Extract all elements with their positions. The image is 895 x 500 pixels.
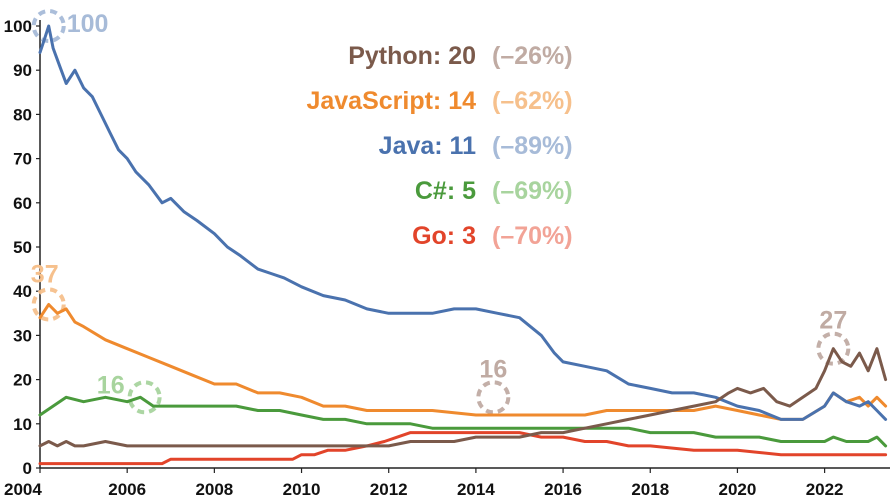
- legend-change-javascript: (–62%): [492, 87, 573, 115]
- series-lines: [38, 24, 888, 466]
- y-tick-label: 80: [13, 105, 32, 124]
- callout-label-python-3: 16: [479, 355, 507, 383]
- y-tick-label: 40: [13, 282, 32, 301]
- y-tick-label: 70: [13, 150, 32, 169]
- callout-circle-javascript-1: [31, 287, 66, 322]
- x-tick-label: 2020: [719, 480, 757, 499]
- callout-label-java-0: 100: [67, 10, 109, 38]
- callout-circle-python-3: [476, 380, 511, 415]
- x-tick-label: 2006: [108, 480, 146, 499]
- legend-label-csharp: C#: 5: [415, 177, 476, 205]
- y-tick-label: 0: [23, 459, 32, 478]
- x-tick-label: 2010: [283, 480, 321, 499]
- x-tick-label: 2008: [195, 480, 233, 499]
- legend-change-python: (–26%): [492, 42, 573, 70]
- series-line-go: [38, 431, 888, 466]
- axes: 0 10 20 30 40 50 60 70 80 90 100 2004 2006 2008 2010 20…: [4, 17, 890, 499]
- legend-change-csharp: (–69%): [492, 177, 573, 205]
- legend-label-javascript: JavaScript: 14: [306, 87, 476, 115]
- callout-label-python-4: 27: [819, 307, 847, 335]
- callout-circle-java-0: [31, 9, 66, 43]
- callout-circles: [31, 9, 851, 415]
- x-tick-label: 2018: [631, 480, 669, 499]
- series-line-java: [38, 24, 888, 421]
- x-tick-label: 2012: [370, 480, 408, 499]
- x-tick-label: 2016: [544, 480, 582, 499]
- legend-label-go: Go: 3: [412, 222, 476, 250]
- x-tick-label: 2014: [457, 480, 495, 499]
- callout-label-csharp-2: 16: [97, 371, 125, 399]
- series-line-javascript: [38, 303, 888, 421]
- callout-circle-csharp-2: [127, 380, 162, 415]
- legend-change-java: (–89%): [492, 132, 573, 160]
- legend: Python: 20 (–26%) JavaScript: 14 (–62%) Java…: [306, 42, 572, 250]
- y-tick-label: 100: [4, 17, 32, 36]
- y-tick-label: 50: [13, 238, 32, 257]
- legend-label-java: Java: 11: [379, 132, 476, 160]
- x-tick-label: 2004: [4, 480, 42, 499]
- legend-label-python: Python: 20: [348, 42, 476, 70]
- callout-circle-python-4: [816, 331, 851, 366]
- y-tick-label: 60: [13, 194, 32, 213]
- y-tick-label: 10: [13, 415, 32, 434]
- y-tick-label: 30: [13, 326, 32, 345]
- callout-labels: 100 37 16 16 27: [31, 10, 847, 399]
- legend-change-go: (–70%): [492, 222, 573, 250]
- x-tick-label: 2022: [806, 480, 844, 499]
- y-tick-label: 90: [13, 61, 32, 80]
- series-line-python: [38, 347, 888, 448]
- callout-label-javascript-1: 37: [31, 260, 59, 288]
- series-line-csharp: [38, 395, 888, 448]
- y-tick-label: 20: [13, 371, 32, 390]
